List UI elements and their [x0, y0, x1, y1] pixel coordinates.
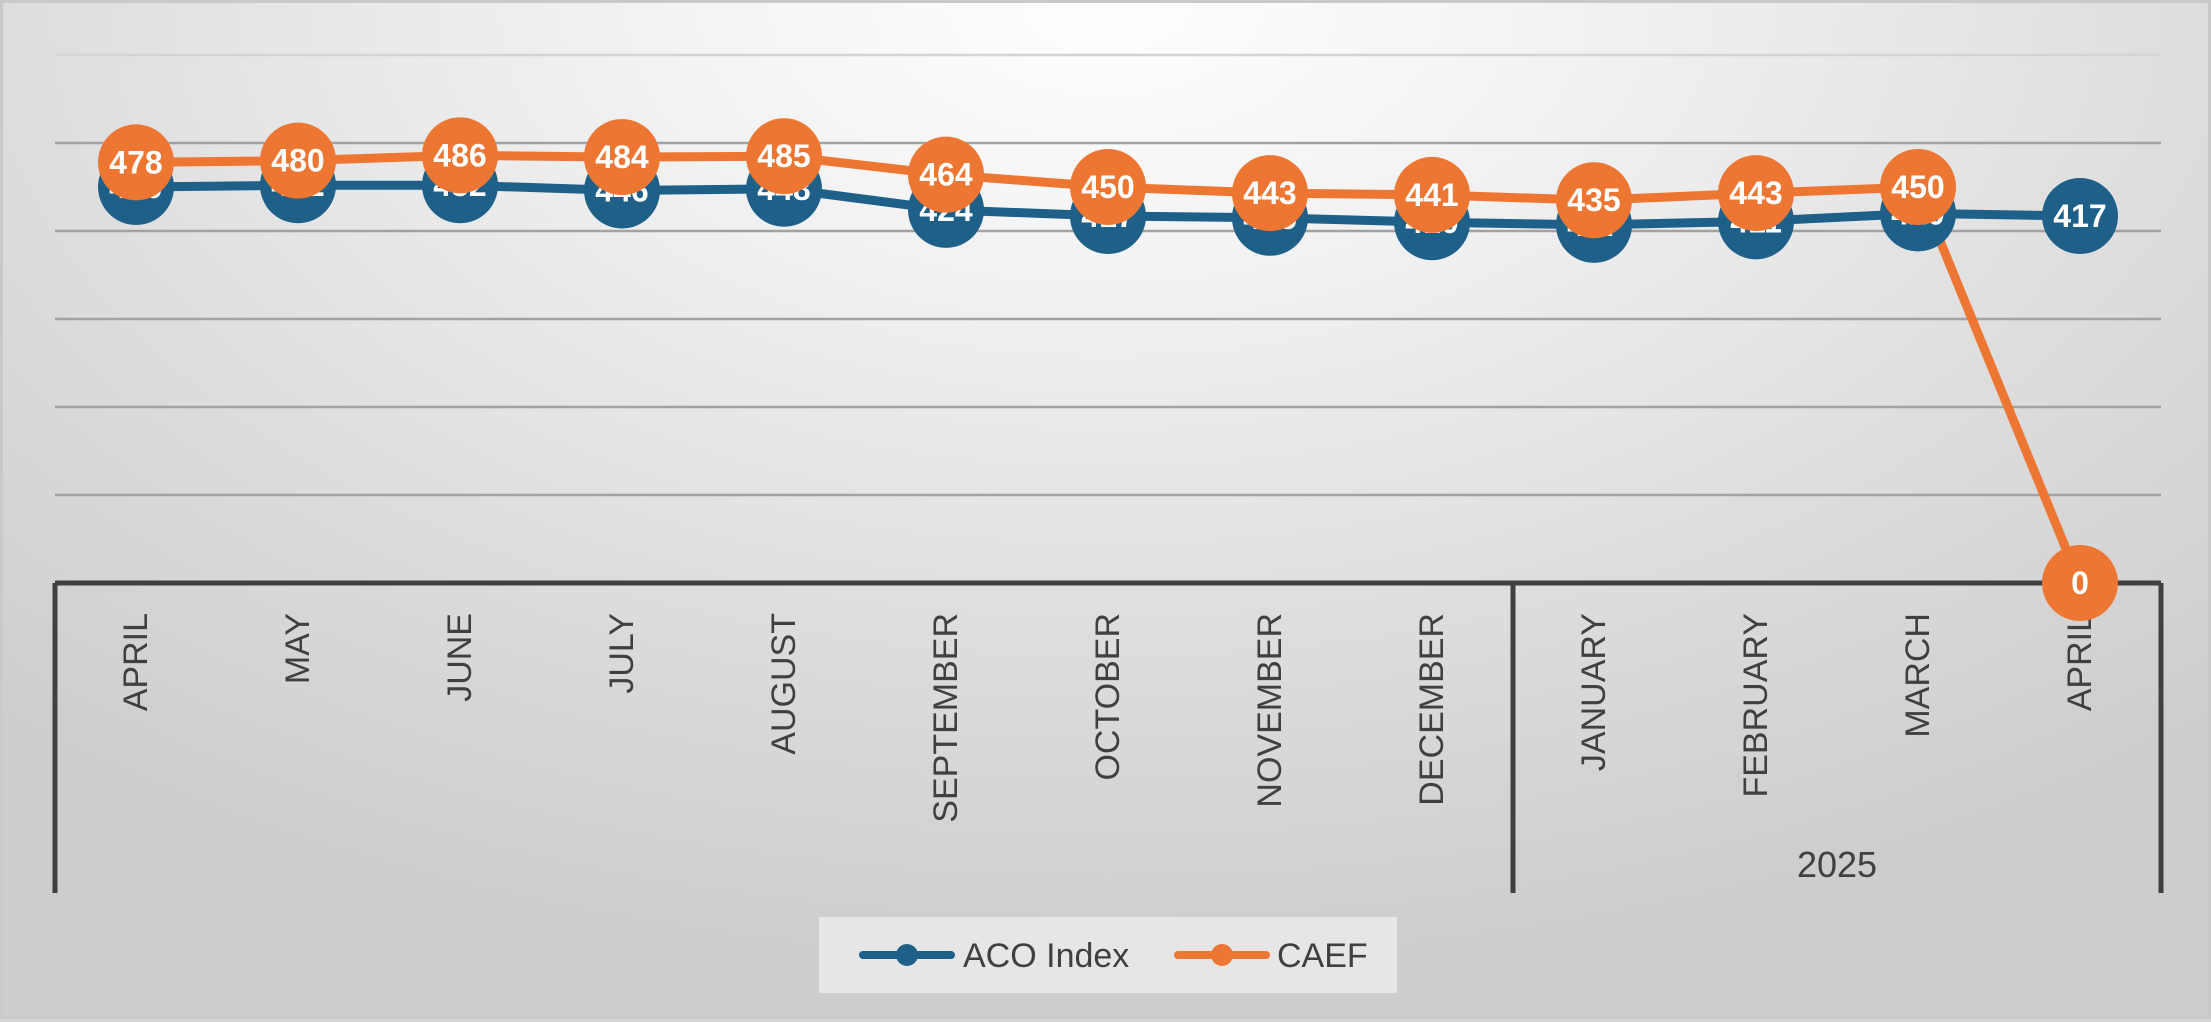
x-tick-label: MARCH — [1899, 613, 1937, 738]
x-tick-label: NOVEMBER — [1251, 613, 1289, 808]
data-label: 441 — [1405, 177, 1458, 213]
data-label: 478 — [109, 144, 162, 180]
data-point — [1070, 149, 1146, 225]
data-point — [98, 124, 174, 201]
x-tick-label: JUNE — [441, 613, 479, 702]
data-point — [422, 117, 498, 194]
data-label: 0 — [2071, 565, 2089, 601]
legend-marker-swatch — [1211, 944, 1233, 966]
data-point — [2042, 178, 2118, 255]
x-tick-label: OCTOBER — [1089, 613, 1127, 781]
data-point — [1556, 162, 1632, 239]
data-point — [2042, 545, 2118, 621]
data-point — [1718, 155, 1794, 232]
data-point — [746, 118, 822, 195]
data-label: 450 — [1081, 169, 1134, 205]
data-label: 443 — [1243, 175, 1296, 211]
data-label: 417 — [2053, 198, 2106, 234]
data-point — [584, 119, 660, 196]
data-label: 443 — [1729, 175, 1782, 211]
x-tick-label: APRIL — [117, 613, 155, 711]
data-label: 435 — [1567, 182, 1620, 218]
data-point — [1880, 149, 1956, 225]
line-chart: APRIL MAY JUNE JULY AUGUST SEPTEMBER OCTOBER NO… — [52, 53, 2164, 993]
category-axis: APRIL MAY JUNE JULY AUGUST SEPTEMBER OCTOBER NO… — [52, 580, 2164, 893]
data-point — [260, 122, 336, 199]
x-tick-label: MAY — [279, 613, 317, 684]
data-point — [1394, 156, 1470, 233]
data-label: 484 — [595, 139, 649, 175]
x-tick-label: JULY — [603, 613, 641, 694]
legend-label: CAEF — [1277, 937, 1368, 975]
data-point — [1232, 155, 1308, 232]
data-label: 480 — [271, 143, 324, 179]
x-tick-label: AUGUST — [765, 613, 803, 755]
legend: ACO Index CAEF — [819, 917, 1397, 993]
x-tick-label: SEPTEMBER — [927, 613, 965, 823]
data-label: 450 — [1891, 169, 1944, 205]
data-label: 464 — [919, 157, 973, 193]
data-point — [908, 136, 984, 213]
gridlines — [55, 53, 2161, 497]
legend-label: ACO Index — [963, 937, 1129, 975]
legend-marker-swatch — [896, 944, 918, 966]
x-tick-label: JANUARY — [1575, 613, 1613, 771]
x-tick-label: FEBRUARY — [1737, 613, 1775, 798]
x-tick-label: DECEMBER — [1413, 613, 1451, 806]
group-label: 2025 — [1797, 844, 1877, 885]
x-tick-label: APRIL — [2061, 613, 2099, 711]
data-markers: 4504524524464484244174154104074114204174… — [98, 117, 2118, 621]
data-label: 486 — [433, 137, 486, 173]
data-label: 485 — [757, 138, 810, 174]
